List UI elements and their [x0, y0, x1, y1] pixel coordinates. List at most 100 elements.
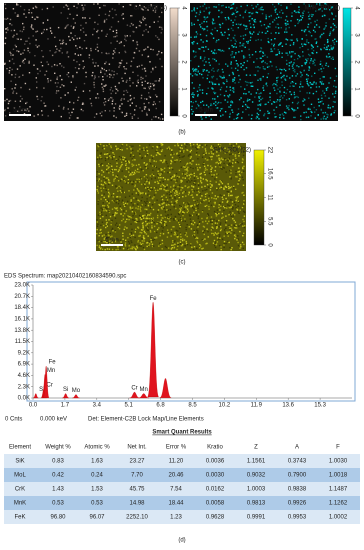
map-pixel — [284, 87, 285, 88]
map-pixel — [121, 78, 122, 79]
map-pixel — [191, 94, 192, 95]
map-pixel — [110, 150, 111, 151]
map-pixel — [102, 205, 103, 206]
map-pixel — [83, 91, 84, 92]
map-pixel — [162, 230, 163, 231]
map-pixel — [260, 21, 261, 22]
map-pixel — [242, 242, 243, 243]
map-pixel — [334, 110, 335, 111]
map-pixel — [181, 156, 182, 157]
map-pixel — [229, 116, 230, 117]
map-pixel — [308, 42, 309, 43]
map-pixel — [334, 112, 335, 113]
map-pixel — [321, 100, 322, 101]
map-pixel — [264, 24, 265, 25]
map-pixel — [211, 76, 212, 77]
map-pixel — [239, 178, 240, 179]
map-pixel — [190, 167, 191, 168]
map-pixel — [316, 24, 317, 25]
map-pixel — [231, 186, 232, 187]
map-pixel — [58, 27, 59, 28]
map-pixel — [126, 219, 127, 220]
map-pixel — [170, 163, 171, 164]
map-pixel — [239, 99, 240, 100]
map-pixel — [103, 88, 104, 89]
map-pixel — [320, 35, 321, 36]
map-pixel — [196, 152, 197, 153]
map-pixel — [220, 94, 221, 95]
map-pixel — [234, 77, 235, 78]
map-pixel — [180, 161, 181, 162]
map-pixel — [245, 10, 246, 11]
map-pixel — [212, 192, 213, 193]
map-pixel — [262, 87, 263, 88]
color-bar-tick-label: 0 — [180, 114, 186, 118]
map-pixel — [130, 208, 131, 209]
map-pixel — [98, 97, 99, 98]
map-pixel — [336, 76, 337, 77]
map-pixel — [131, 61, 132, 62]
map-pixel — [128, 190, 129, 191]
map-pixel — [218, 220, 219, 221]
map-pixel — [150, 231, 151, 232]
map-pixel — [105, 160, 106, 161]
map-pixel — [37, 114, 38, 115]
map-pixel — [104, 98, 105, 99]
map-pixel — [60, 75, 61, 76]
map-pixel — [197, 232, 198, 233]
map-pixel — [148, 190, 149, 191]
map-pixel — [62, 43, 63, 44]
map-pixel — [129, 196, 130, 197]
map-pixel — [109, 249, 110, 250]
map-pixel — [127, 35, 128, 36]
map-pixel — [201, 218, 202, 219]
map-pixel — [255, 74, 256, 75]
map-pixel — [165, 217, 166, 218]
map-pixel — [212, 223, 213, 224]
map-pixel — [151, 155, 152, 156]
map-pixel — [134, 172, 135, 173]
map-pixel — [126, 210, 127, 211]
map-pixel — [127, 237, 128, 238]
map-pixel — [44, 74, 45, 75]
map-pixel — [184, 209, 185, 210]
map-pixel — [6, 19, 7, 20]
map-pixel — [238, 201, 239, 202]
map-pixel — [122, 170, 123, 171]
map-pixel — [100, 113, 101, 114]
map-pixel — [138, 82, 139, 83]
map-pixel — [216, 244, 217, 245]
map-pixel — [271, 15, 272, 16]
map-pixel — [192, 191, 193, 192]
map-pixel — [289, 65, 290, 66]
map-pixel — [287, 21, 288, 22]
map-pixel — [147, 150, 148, 151]
map-pixel — [281, 10, 282, 11]
map-pixel — [269, 112, 270, 113]
table-header: Weight % — [45, 445, 71, 451]
map-pixel — [137, 80, 138, 81]
map-pixel — [102, 148, 103, 149]
map-pixel — [190, 195, 191, 196]
map-pixel — [154, 194, 155, 195]
map-pixel — [140, 177, 141, 178]
map-pixel — [118, 66, 119, 67]
map-pixel — [286, 63, 287, 64]
map-pixel — [334, 101, 335, 102]
map-pixel — [144, 68, 145, 69]
map-pixel — [145, 29, 146, 30]
map-pixel — [160, 198, 161, 199]
map-pixel — [100, 214, 101, 215]
map-pixel — [252, 101, 253, 102]
map-pixel — [111, 87, 112, 88]
map-pixel — [247, 60, 248, 61]
map-pixel — [216, 107, 217, 108]
map-pixel — [221, 169, 222, 170]
map-pixel — [243, 93, 244, 94]
map-pixel — [119, 52, 120, 53]
map-pixel — [160, 118, 161, 119]
map-pixel — [156, 161, 157, 162]
map-pixel — [104, 182, 105, 183]
map-pixel — [203, 248, 204, 249]
table-cell: FeK — [14, 515, 25, 521]
